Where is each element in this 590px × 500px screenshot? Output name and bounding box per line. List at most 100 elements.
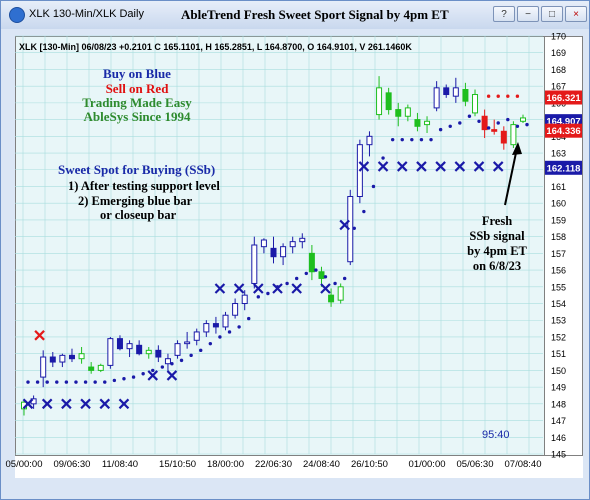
y-tick-label: 148	[551, 399, 566, 409]
resistance-dot	[506, 94, 510, 98]
bar-body	[452, 87, 459, 97]
close-button[interactable]: ×	[565, 6, 587, 22]
sell-mark	[34, 330, 45, 341]
support-dot	[64, 380, 69, 384]
x-tick-label: 07/08:40	[505, 459, 542, 470]
price-bar	[356, 139, 363, 204]
y-tick-label: 151	[551, 349, 566, 359]
bar-body	[481, 115, 488, 131]
support-dot	[294, 276, 299, 281]
bar-body	[289, 241, 296, 248]
support-dot	[362, 209, 366, 214]
stop-mark-stroke	[358, 161, 370, 172]
title-bar[interactable]: XLK 130-Min/XLK Daily AbleTrend Fresh Sw…	[1, 1, 589, 29]
bar-body	[174, 343, 181, 356]
support-dot	[55, 380, 59, 384]
price-bar	[184, 331, 191, 349]
plot-area[interactable]	[15, 36, 545, 456]
y-tick-label: 157	[551, 249, 566, 259]
support-dot	[323, 275, 328, 279]
price-bar	[88, 362, 95, 374]
price-bar	[78, 346, 85, 364]
y-tick-label: 149	[551, 383, 566, 393]
window-title: XLK 130-Min/XLK Daily	[29, 8, 144, 20]
price-bar	[155, 345, 162, 363]
price-bar	[174, 340, 181, 359]
bar-body	[385, 92, 392, 111]
y-tick-label: 152	[551, 332, 566, 342]
stop-mark-stroke	[214, 283, 226, 294]
bar-body	[433, 87, 440, 109]
bar-body	[164, 358, 171, 365]
y-tick-label: 160	[551, 199, 566, 209]
support-dot	[160, 365, 165, 369]
support-dot	[35, 380, 40, 384]
y-tick-label: 150	[551, 366, 566, 376]
support-dot	[438, 127, 443, 132]
stop-mark	[492, 161, 504, 172]
support-dot	[122, 377, 126, 381]
bar-body	[443, 87, 450, 96]
bar-body	[68, 354, 75, 360]
maximize-button[interactable]: □	[541, 6, 563, 22]
y-tick-label: 146	[551, 433, 566, 443]
stop-mark-stroke	[233, 283, 245, 294]
price-tag-label: 166.321	[546, 93, 581, 104]
support-dot	[448, 124, 452, 128]
stop-mark-stroke	[118, 398, 130, 410]
stop-mark-stroke	[396, 161, 408, 172]
support-dot	[285, 281, 289, 286]
support-dot	[26, 380, 30, 384]
price-bar	[424, 116, 431, 133]
ssb-rule-3: or closeup bar	[100, 208, 177, 222]
bar-body	[280, 246, 287, 258]
bar-body	[251, 244, 258, 284]
fresh-label-3: by 4pm ET	[467, 244, 527, 258]
support-dot	[515, 124, 520, 128]
stop-mark	[454, 161, 466, 172]
time-axis[interactable]	[15, 456, 583, 478]
bar-body	[308, 252, 315, 273]
resistance-dot	[496, 94, 500, 98]
price-bar	[510, 121, 517, 149]
bar-body	[376, 87, 383, 116]
bar-body	[395, 109, 402, 117]
price-bar	[241, 290, 248, 311]
x-tick-label: 01/00:00	[409, 459, 446, 470]
stop-mark	[99, 398, 111, 410]
stop-mark-stroke	[166, 370, 178, 381]
stop-mark-stroke	[454, 161, 466, 172]
x-tick-labels: 05/00:00 09/06:30 11/08:40 15/10:50 18/00:00…	[6, 459, 542, 470]
stop-mark	[166, 370, 178, 381]
price-bar	[251, 236, 258, 289]
support-dot	[371, 184, 376, 189]
y-tick-label: 158	[551, 232, 566, 242]
bar-body	[328, 294, 335, 303]
stop-mark-stroke	[41, 398, 53, 410]
stop-mark-stroke	[272, 283, 283, 294]
price-bar	[270, 236, 277, 264]
support-dot	[256, 295, 261, 299]
x-tick-label: 24/08:40	[303, 459, 340, 470]
support-dot	[314, 268, 318, 272]
stop-mark-stroke	[61, 398, 72, 410]
support-dot	[381, 156, 385, 160]
bar-body	[193, 331, 200, 341]
support-dots	[26, 94, 529, 384]
x-tick-label: 11/08:40	[102, 459, 138, 470]
support-dot	[218, 335, 222, 339]
help-button[interactable]: ?	[493, 6, 515, 22]
y-tick-label: 167	[551, 82, 566, 92]
price-axis[interactable]	[545, 36, 583, 456]
bar-body	[318, 271, 325, 279]
support-dot	[227, 330, 232, 334]
support-dot	[208, 341, 213, 346]
bar-body	[40, 356, 47, 378]
minimize-button[interactable]: −	[517, 6, 539, 22]
stop-mark	[253, 283, 264, 294]
bar-body	[491, 129, 498, 132]
support-dot	[506, 117, 510, 122]
bar-body	[136, 344, 143, 355]
price-bar	[472, 89, 479, 117]
